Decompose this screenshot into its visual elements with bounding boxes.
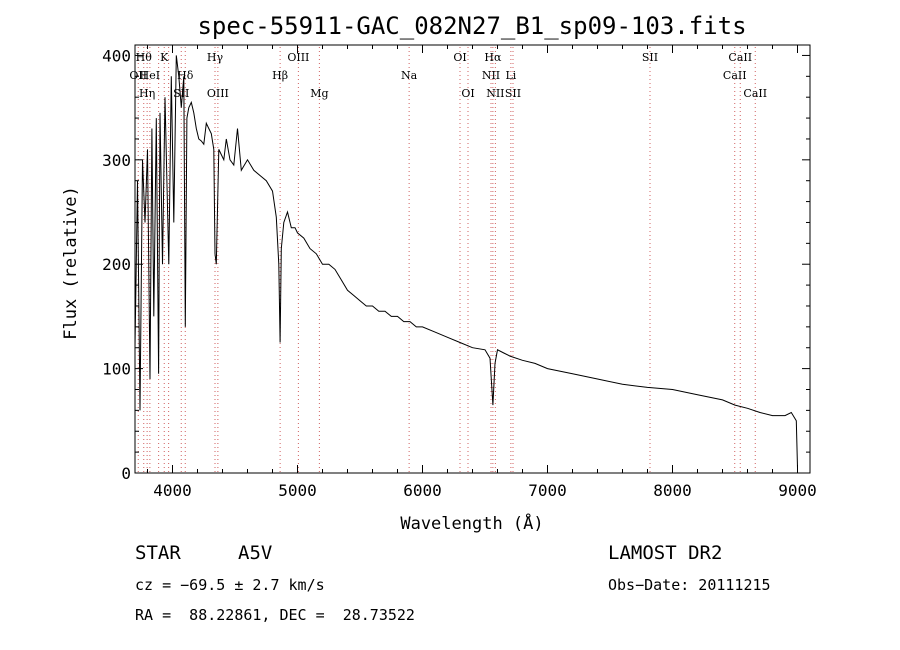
line-marker-label-25: CaII xyxy=(743,87,767,100)
line-marker-label-16: OI xyxy=(461,87,474,100)
line-marker-label-11: Hβ xyxy=(272,69,288,82)
y-axis-label: Flux (relative) xyxy=(61,186,81,340)
line-marker-label-13: Mg xyxy=(310,87,328,100)
line-marker-label-12: OIII xyxy=(287,51,309,64)
y-axis: 0 100 200 300 400 xyxy=(102,46,810,483)
line-marker-label-9: Hγ xyxy=(207,51,224,64)
observation-date: Obs−Date: 20111215 xyxy=(608,576,771,594)
line-marker-label-24: CaII xyxy=(728,51,752,64)
line-marker-label-20: Li xyxy=(505,69,516,82)
line-marker-label-10: OIII xyxy=(207,87,229,100)
line-marker-label-15: OI xyxy=(453,51,466,64)
x-axis: 4000 5000 6000 7000 8000 9000 xyxy=(147,45,817,500)
line-marker-label-17: NII xyxy=(482,69,500,82)
redshift-cz: cz = −69.5 ± 2.7 km/s xyxy=(135,576,325,594)
x-axis-label: Wavelength (Å) xyxy=(400,512,543,534)
y-tick-label-3: 300 xyxy=(102,151,131,170)
plot-frame xyxy=(134,44,811,474)
x-tick-label-2: 6000 xyxy=(403,481,442,500)
x-tick-label-4: 8000 xyxy=(653,481,692,500)
y-tick-label-4: 400 xyxy=(102,46,131,65)
x-tick-label-3: 7000 xyxy=(528,481,567,500)
object-subclass: A5V xyxy=(238,542,273,564)
line-marker-label-2: Hη xyxy=(139,87,155,100)
x-tick-label-0: 4000 xyxy=(153,481,192,500)
y-tick-label-2: 200 xyxy=(102,255,131,274)
survey-name: LAMOST DR2 xyxy=(608,542,723,564)
y-tick-label-1: 100 xyxy=(102,360,131,379)
line-marker-label-22: SII xyxy=(642,51,658,64)
line-marker-label-5: K xyxy=(160,51,169,64)
x-tick-label-5: 9000 xyxy=(778,481,817,500)
line-marker-label-19: NII xyxy=(486,87,504,100)
line-marker-label-3: HeI xyxy=(140,69,160,82)
y-tick-label-0: 0 xyxy=(121,464,131,483)
x-tick-label-1: 5000 xyxy=(278,481,317,500)
line-marker-label-1: Hθ xyxy=(136,51,153,64)
spectrum-line xyxy=(134,55,798,468)
line-marker-label-23: CaII xyxy=(723,69,747,82)
line-marker-label-7: SII xyxy=(173,87,189,100)
object-class: STAR xyxy=(135,542,181,564)
line-marker-label-0: OII xyxy=(129,69,147,82)
line-marker-label-14: Na xyxy=(401,69,418,82)
line-markers xyxy=(137,47,756,473)
line-marker-label-8: Hδ xyxy=(177,69,194,82)
line-marker-label-21: SII xyxy=(505,87,521,100)
chart-title: spec-55911-GAC_082N27_B1_sp09-103.fits xyxy=(197,12,746,40)
line-marker-label-18: Hα xyxy=(484,51,502,64)
coordinates: RA = 88.22861, DEC = 28.73522 xyxy=(135,606,415,624)
